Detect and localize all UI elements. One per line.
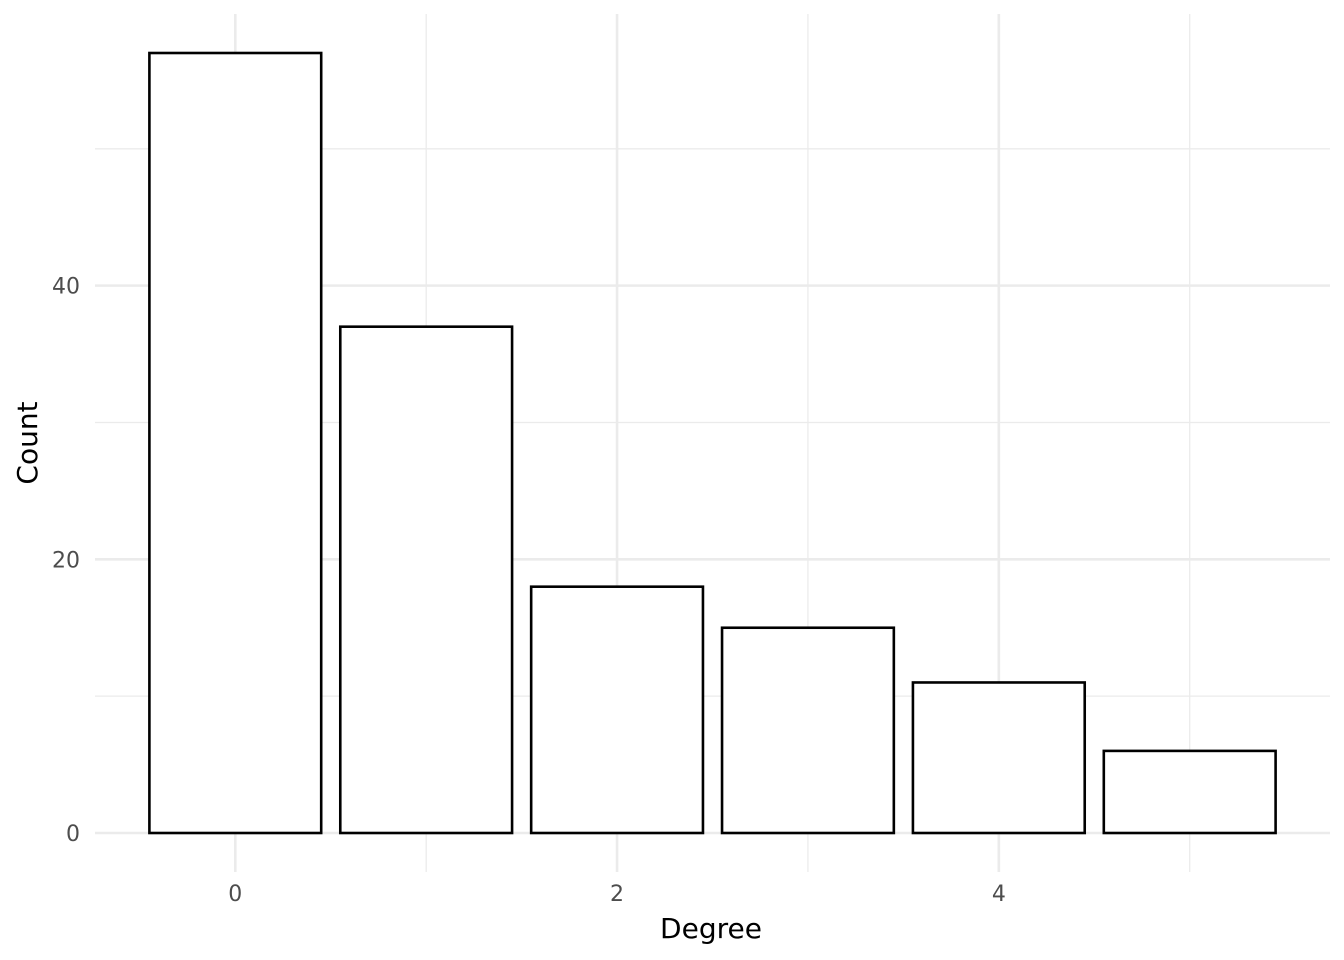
bar-degree-5 — [1102, 749, 1277, 835]
bars — [148, 51, 1277, 835]
bar-degree-0 — [148, 51, 323, 835]
y-tick-label: 0 — [66, 822, 80, 847]
x-tick-label: 0 — [228, 882, 242, 907]
x-axis-title: Degree — [660, 912, 762, 945]
y-tick-label: 40 — [52, 275, 80, 300]
y-axis-ticks: 0 20 40 — [52, 275, 80, 847]
bar-degree-1 — [338, 325, 514, 835]
bar-degree-3 — [720, 626, 896, 835]
x-tick-label: 2 — [610, 882, 624, 907]
x-tick-label: 4 — [992, 882, 1006, 907]
x-axis-ticks: 0 2 4 — [228, 882, 1006, 907]
bar-degree-2 — [529, 585, 705, 835]
y-axis-title: Count — [11, 401, 44, 484]
y-tick-label: 20 — [52, 548, 80, 573]
bar-degree-4 — [911, 681, 1087, 835]
